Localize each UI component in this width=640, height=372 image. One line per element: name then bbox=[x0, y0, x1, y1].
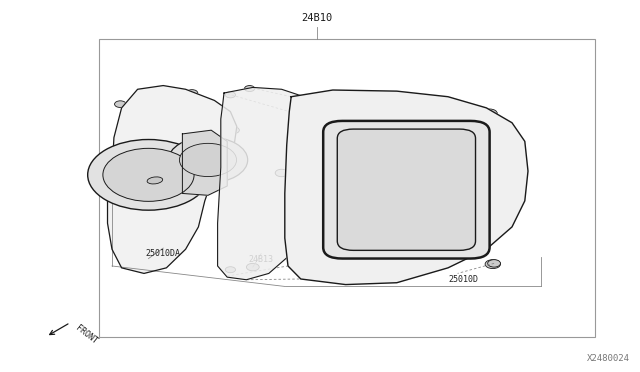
Circle shape bbox=[225, 267, 236, 273]
Circle shape bbox=[513, 184, 521, 188]
Circle shape bbox=[244, 86, 255, 92]
Circle shape bbox=[482, 109, 497, 118]
Text: X2480024: X2480024 bbox=[588, 354, 630, 363]
Circle shape bbox=[142, 255, 155, 262]
Polygon shape bbox=[108, 86, 237, 273]
Text: FRONT: FRONT bbox=[74, 324, 99, 346]
Circle shape bbox=[103, 148, 194, 201]
Polygon shape bbox=[285, 90, 528, 285]
Circle shape bbox=[225, 92, 236, 98]
Circle shape bbox=[509, 182, 525, 190]
Circle shape bbox=[341, 275, 356, 284]
Circle shape bbox=[296, 102, 303, 106]
Circle shape bbox=[145, 261, 156, 267]
Circle shape bbox=[115, 101, 126, 108]
Polygon shape bbox=[218, 87, 326, 280]
Bar bbox=[99, 39, 595, 337]
Text: 25010DA: 25010DA bbox=[381, 138, 416, 147]
Text: 24881N: 24881N bbox=[470, 188, 500, 197]
Circle shape bbox=[488, 260, 500, 267]
Polygon shape bbox=[182, 130, 227, 195]
Circle shape bbox=[485, 260, 500, 269]
Text: 24B13: 24B13 bbox=[248, 255, 274, 264]
Text: 25010D: 25010D bbox=[448, 275, 478, 284]
Circle shape bbox=[88, 140, 209, 210]
Circle shape bbox=[179, 143, 237, 177]
Circle shape bbox=[228, 127, 239, 134]
Circle shape bbox=[486, 111, 493, 116]
Circle shape bbox=[345, 278, 353, 282]
FancyBboxPatch shape bbox=[323, 121, 490, 259]
Circle shape bbox=[315, 110, 325, 116]
Circle shape bbox=[288, 173, 301, 180]
Circle shape bbox=[489, 262, 497, 266]
Text: 24B10: 24B10 bbox=[301, 13, 332, 23]
Circle shape bbox=[246, 263, 259, 271]
Text: 25010DA: 25010DA bbox=[146, 249, 180, 258]
FancyBboxPatch shape bbox=[337, 129, 476, 250]
Ellipse shape bbox=[147, 177, 163, 184]
Circle shape bbox=[348, 134, 360, 141]
Circle shape bbox=[186, 90, 198, 96]
Circle shape bbox=[275, 169, 288, 177]
Circle shape bbox=[292, 100, 307, 109]
Circle shape bbox=[168, 137, 248, 183]
